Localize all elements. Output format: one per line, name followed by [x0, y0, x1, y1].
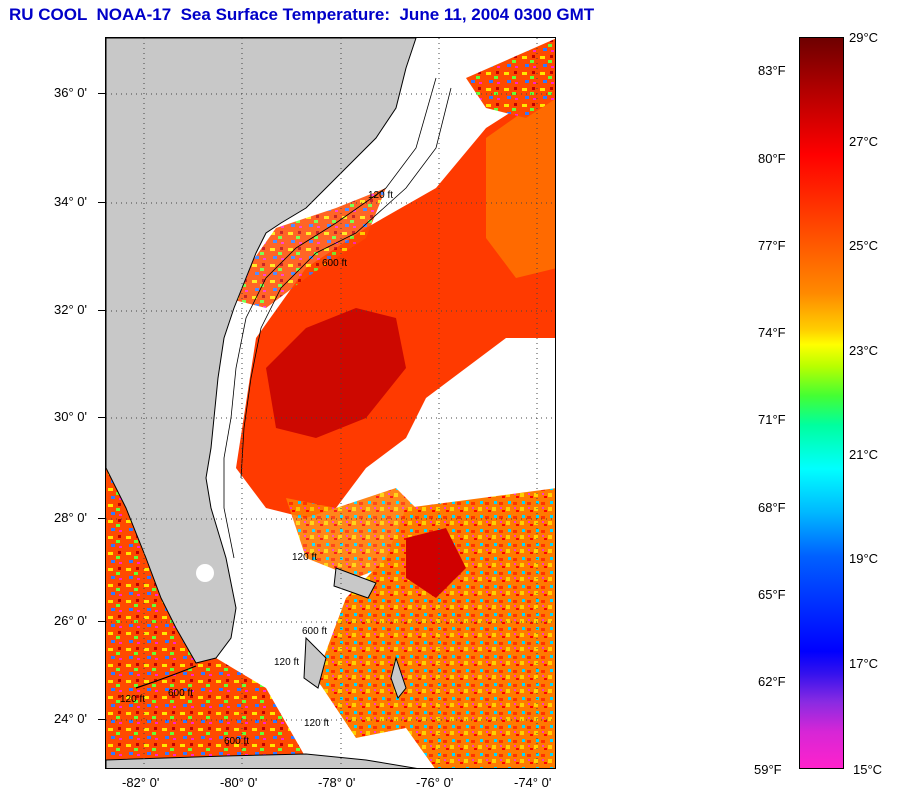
fahrenheit-label: 80°F: [758, 151, 786, 166]
land-mass: [106, 38, 417, 664]
longitude-label: -74° 0': [514, 775, 552, 790]
warm-blob: [406, 528, 466, 598]
lat-tick: [98, 417, 105, 418]
longitude-label: -82° 0': [122, 775, 160, 790]
lat-tick: [98, 310, 105, 311]
lake-okeechobee: [196, 564, 214, 582]
latitude-label: 34° 0': [54, 194, 87, 209]
fahrenheit-label: 59°F: [754, 762, 782, 777]
celsius-label: 27°C: [849, 134, 879, 149]
fahrenheit-label: 62°F: [758, 674, 786, 689]
lat-tick: [98, 93, 105, 94]
latitude-label: 26° 0': [54, 613, 87, 628]
celsius-label: 25°C: [849, 238, 879, 253]
map-title: RU COOL NOAA-17 Sea Surface Temperature:…: [9, 5, 595, 24]
celsius-label: 23°C: [849, 343, 879, 358]
contour-label: 120 ft: [304, 718, 329, 729]
fahrenheit-label: 65°F: [758, 587, 786, 602]
contour-label: 120 ft: [368, 190, 393, 201]
celsius-label: 19°C: [849, 551, 879, 566]
longitude-label: -76° 0': [416, 775, 454, 790]
longitude-label: -80° 0': [220, 775, 258, 790]
fahrenheit-label: 68°F: [758, 500, 786, 515]
cuba-coast: [106, 753, 418, 768]
hot-core-region: [266, 308, 406, 438]
latitude-label: 28° 0': [54, 510, 87, 525]
celsius-label: 17°C: [849, 656, 879, 671]
fahrenheit-label: 74°F: [758, 325, 786, 340]
bahamas-island-3: [390, 656, 407, 700]
latitude-label: 36° 0': [54, 85, 87, 100]
latitude-label: 24° 0': [54, 711, 87, 726]
gulf-speckle-region: [106, 458, 315, 768]
fahrenheit-label: 71°F: [758, 412, 786, 427]
northeast-orange-region: [486, 89, 555, 278]
lat-lon-grid: [106, 38, 555, 768]
florida-keys: [135, 665, 197, 689]
contour-label: 600 ft: [302, 626, 327, 637]
temperature-colorbar: [799, 37, 844, 769]
bahamas-island-1: [303, 636, 327, 689]
longitude-label: -78° 0': [318, 775, 356, 790]
sst-map-canvas: 120 ft 600 ft 120 ft 600 ft 120 ft 600 f…: [106, 38, 555, 768]
latitude-label: 32° 0': [54, 302, 87, 317]
contour-label: 600 ft: [322, 258, 347, 269]
fahrenheit-label: 77°F: [758, 238, 786, 253]
celsius-label: 15°C: [853, 762, 883, 777]
celsius-label: 21°C: [849, 447, 879, 462]
latitude-label: 30° 0': [54, 409, 87, 424]
contour-600ft: [240, 87, 452, 479]
contour-label: 120 ft: [120, 694, 145, 705]
southeast-speckle-region: [316, 488, 555, 768]
lat-tick: [98, 719, 105, 720]
mid-speckle-region: [286, 488, 426, 578]
contour-label: 120 ft: [274, 657, 299, 668]
north-speckle-region: [466, 38, 555, 118]
contour-label: 600 ft: [224, 736, 249, 747]
contour-label: 600 ft: [168, 688, 193, 699]
contour-120ft: [223, 77, 437, 559]
bahamas-island-2: [333, 567, 377, 599]
sst-map: 120 ft 600 ft 120 ft 600 ft 120 ft 600 f…: [105, 37, 556, 769]
lat-tick: [98, 202, 105, 203]
lat-tick: [98, 518, 105, 519]
lat-tick: [98, 621, 105, 622]
fahrenheit-label: 83°F: [758, 63, 786, 78]
contour-label: 120 ft: [292, 552, 317, 563]
celsius-label: 29°C: [849, 30, 879, 45]
